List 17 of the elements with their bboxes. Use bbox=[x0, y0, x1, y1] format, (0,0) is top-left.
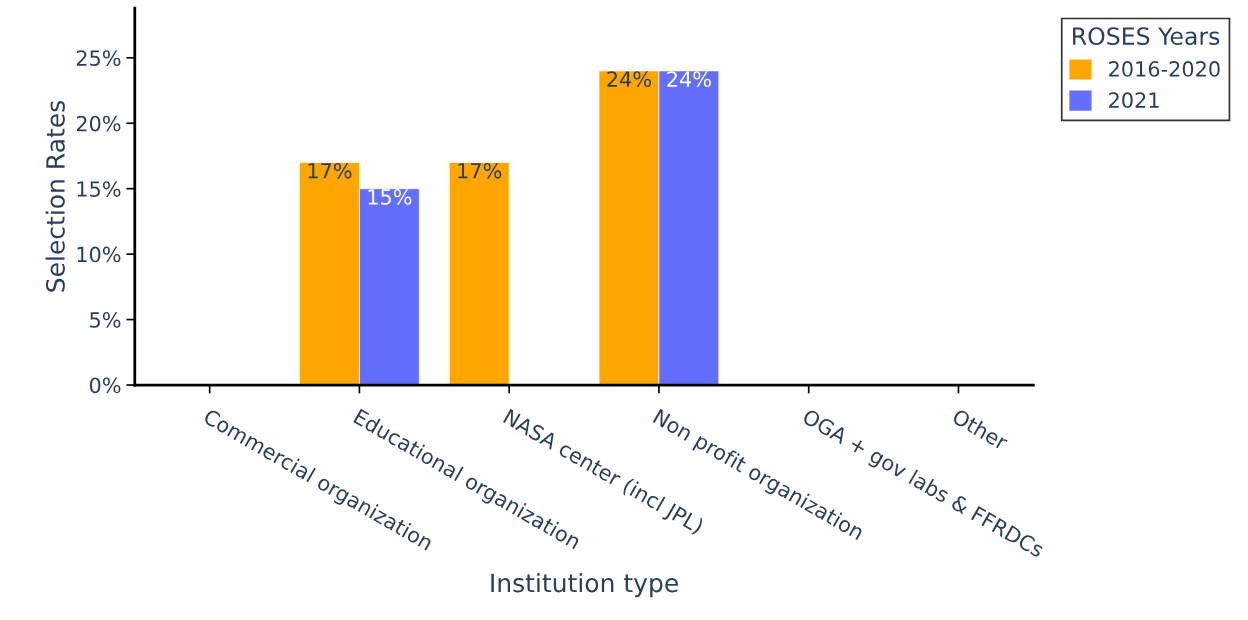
data-label: 24% bbox=[607, 71, 651, 88]
data-label: 15% bbox=[368, 189, 412, 205]
data-label: 24% bbox=[667, 71, 711, 88]
y-tick-label: 20% bbox=[76, 115, 121, 132]
legend-label: 2016-2020 bbox=[1109, 61, 1220, 77]
data-label: 17% bbox=[308, 162, 352, 179]
legend-title: ROSES Years bbox=[1073, 27, 1220, 46]
data-label: 17% bbox=[458, 162, 502, 179]
y-tick-label: 5% bbox=[90, 312, 121, 328]
y-tick-label: 0% bbox=[89, 377, 121, 394]
y-tick-label: 25% bbox=[76, 50, 121, 67]
y-axis-title: Selection Rates bbox=[45, 101, 65, 292]
legend-label: 2021 bbox=[1109, 92, 1159, 109]
y-tick-label: 10% bbox=[77, 246, 121, 263]
y-tick-label: 15% bbox=[77, 181, 121, 197]
x-axis-title: Institution type bbox=[491, 573, 678, 598]
bar bbox=[448, 162, 510, 386]
